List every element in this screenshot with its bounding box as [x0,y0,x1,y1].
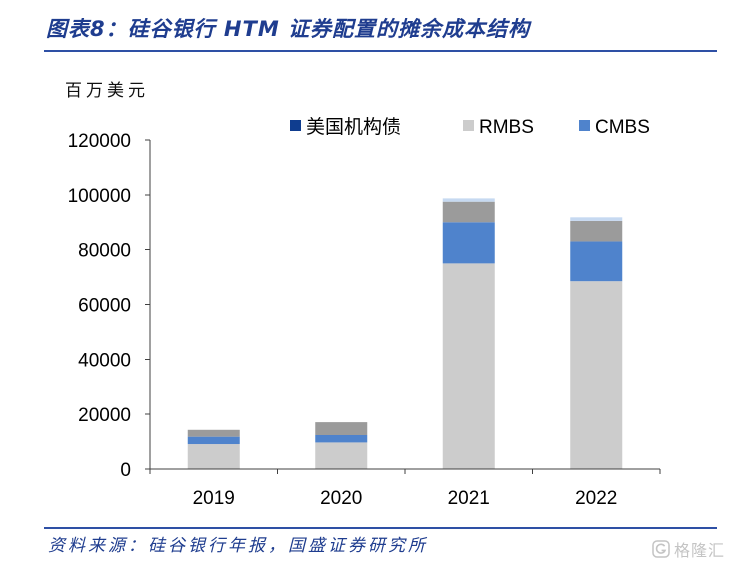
y-tick-label: 80000 [78,241,131,262]
bar-group [187,198,623,469]
bar-2022-series-5 [570,217,623,221]
bar-2019-rmbs [187,444,240,469]
legend-swatch-cmbs [579,120,590,131]
x-tick-label: 2019 [193,488,235,509]
source-rule [44,527,717,529]
y-axis-unit-label: 百万美元 [65,81,149,101]
bar-2021-cmbs [442,222,495,264]
bar-2020-rmbs [315,442,368,469]
gelonghui-logo-icon [652,540,670,558]
y-tick-label: 100000 [68,186,131,207]
bar-2020-series-4 [315,422,368,436]
watermark-text: 格隆汇 [674,541,726,560]
bar-2020-cmbs [315,435,368,443]
y-tick-label: 40000 [78,350,131,371]
legend: 美国机构债 RMBS CMBS [290,116,650,138]
x-axis: 2019 2020 2021 2022 [149,468,661,509]
legend-swatch-rmbs [463,120,474,131]
legend-swatch-series-1 [290,120,301,131]
watermark: 格隆汇 [652,539,726,560]
legend-label-cmbs: CMBS [595,117,650,138]
bar-2019-series-4 [187,429,240,437]
x-tick-label: 2020 [320,488,362,509]
legend-label-series-1: 美国机构债 [306,116,401,138]
y-axis: 0 20000 40000 60000 80000 100000 120000 [68,131,151,481]
y-tick-label: 60000 [78,296,131,317]
x-tick-label: 2021 [448,488,490,509]
bar-2019-cmbs [187,436,240,445]
bar-2022-series-4 [570,220,623,242]
bar-2022-rmbs [570,281,623,469]
x-tick-label: 2022 [575,488,617,509]
title-rule [44,50,717,52]
bar-2021-series-4 [442,201,495,223]
y-tick-label: 0 [120,460,131,481]
bar-2022-cmbs [570,241,623,282]
figure-title: 图表8：硅谷银行 HTM 证券配置的摊余成本结构 [46,17,531,41]
bar-2021-rmbs [442,263,495,469]
y-tick-label: 20000 [78,405,131,426]
bar-2021-series-5 [442,198,495,202]
legend-label-rmbs: RMBS [479,117,534,138]
figure-source: 资料来源：硅谷银行年报，国盛证券研究所 [48,536,428,556]
y-tick-label: 120000 [68,131,131,152]
